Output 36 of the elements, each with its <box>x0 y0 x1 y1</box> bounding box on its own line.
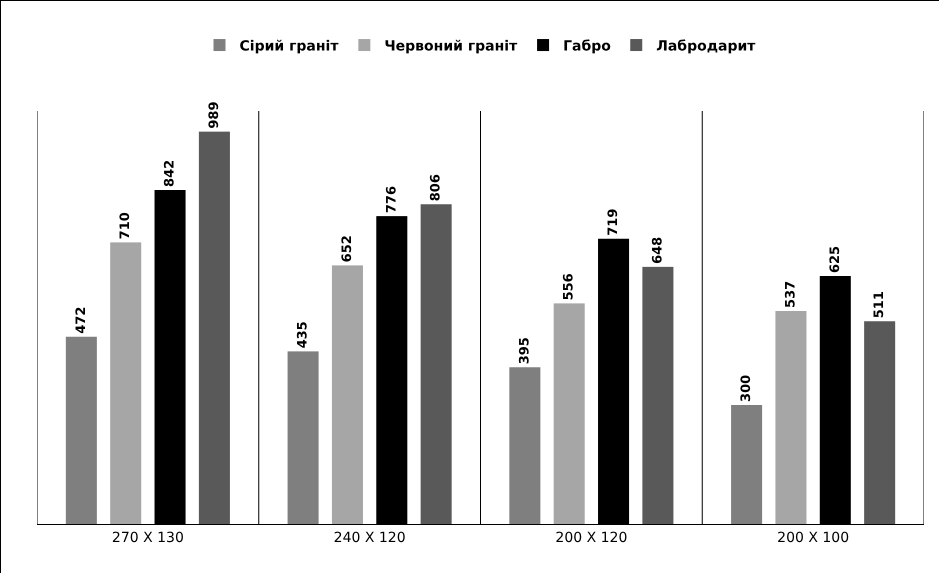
data-label: 625 <box>828 246 843 274</box>
data-label: 537 <box>783 280 798 308</box>
data-label: 472 <box>74 306 89 334</box>
legend-label: Сірий граніт <box>240 38 340 54</box>
data-label: 989 <box>206 102 222 129</box>
data-label: 719 <box>606 208 622 236</box>
data-label: 648 <box>650 236 666 264</box>
bar <box>642 266 674 524</box>
x-tick-label: 270 X 130 <box>112 530 184 546</box>
x-tick-label: 200 X 100 <box>777 530 850 546</box>
bar <box>554 303 585 524</box>
x-tick-label: 240 X 120 <box>334 530 406 546</box>
bar <box>731 404 762 524</box>
x-tick-label: 200 X 120 <box>555 530 628 546</box>
bar <box>66 336 97 524</box>
data-label: 556 <box>562 273 577 300</box>
bar <box>775 310 806 524</box>
bar <box>420 204 452 524</box>
data-label: 395 <box>517 337 532 364</box>
bar <box>509 367 540 524</box>
legend-label: Лабродарит <box>656 38 756 54</box>
bar <box>198 132 230 524</box>
data-label: 652 <box>340 235 355 262</box>
data-label: 806 <box>428 174 444 202</box>
bar <box>864 321 896 524</box>
legend-label: Габро <box>563 38 612 54</box>
bar <box>332 265 363 524</box>
data-label: 842 <box>162 160 178 187</box>
data-label: 776 <box>384 186 400 214</box>
data-label: 710 <box>118 212 134 240</box>
data-label: 435 <box>296 321 311 348</box>
data-label: 511 <box>872 291 888 318</box>
data-label: 300 <box>739 374 754 402</box>
legend-label: Червоний граніт <box>384 38 518 54</box>
bar <box>110 242 142 524</box>
bar <box>288 351 319 524</box>
